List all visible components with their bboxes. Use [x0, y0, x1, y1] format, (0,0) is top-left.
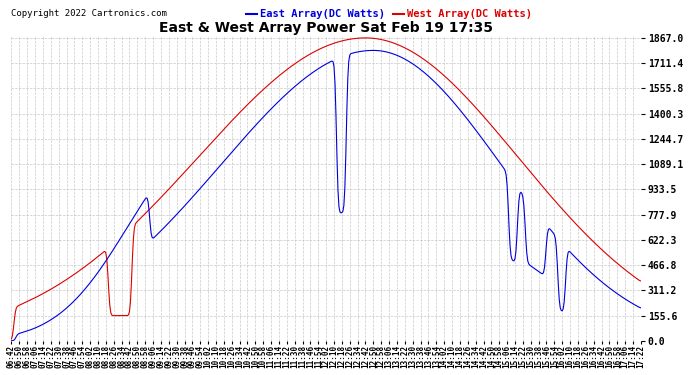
Title: East & West Array Power Sat Feb 19 17:35: East & West Array Power Sat Feb 19 17:35 — [159, 21, 493, 35]
Text: Copyright 2022 Cartronics.com: Copyright 2022 Cartronics.com — [12, 9, 167, 18]
Legend: East Array(DC Watts), West Array(DC Watts): East Array(DC Watts), West Array(DC Watt… — [242, 5, 536, 23]
